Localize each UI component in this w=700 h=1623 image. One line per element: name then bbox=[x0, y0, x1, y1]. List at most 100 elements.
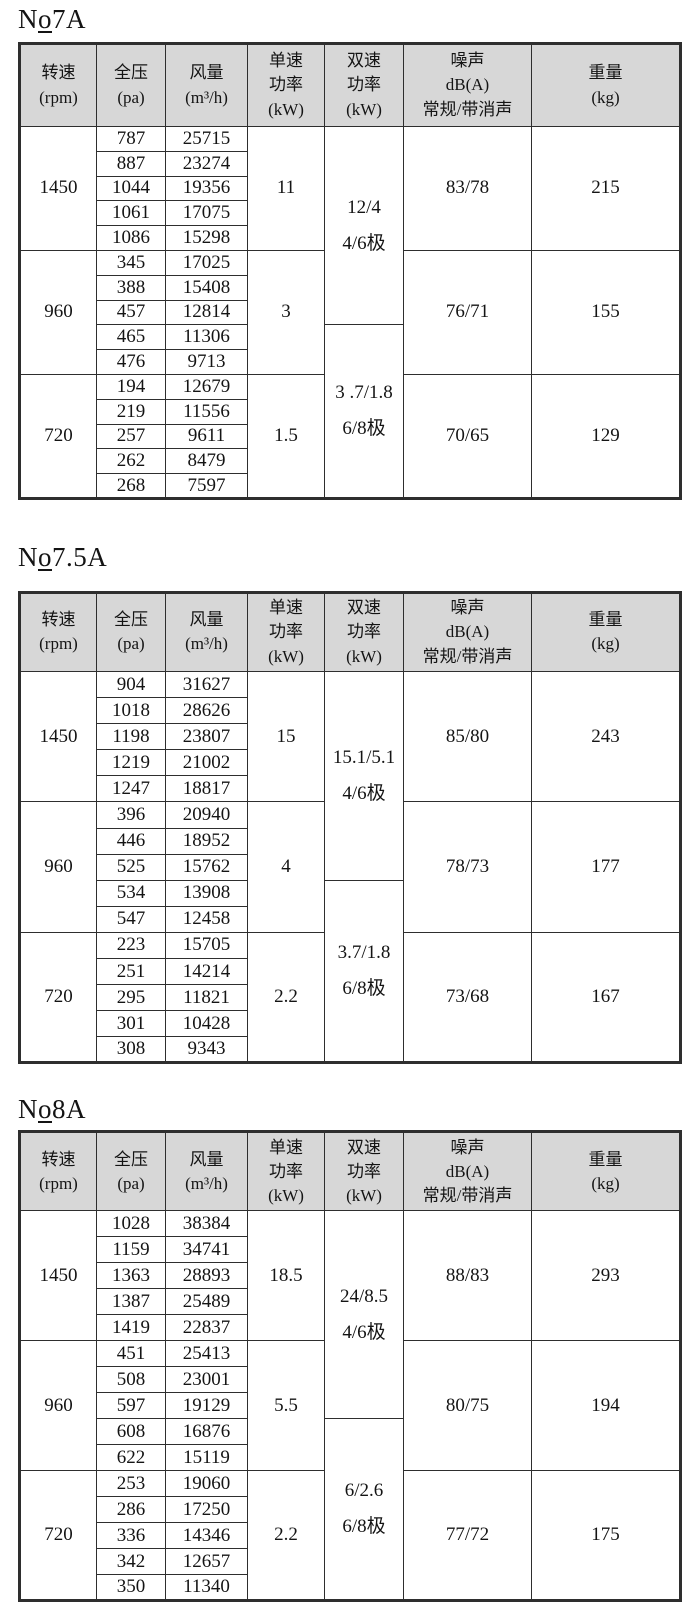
title-size-label: 8A bbox=[52, 1094, 86, 1125]
table-row: 887 23274 bbox=[20, 150, 681, 177]
single-power-cell: 4 bbox=[247, 801, 325, 933]
pressure-cell: 1028 bbox=[96, 1210, 166, 1238]
pressure-cell: 262 bbox=[96, 448, 166, 475]
pressure-cell: 887 bbox=[96, 150, 166, 177]
airflow-cell: 34741 bbox=[165, 1236, 248, 1264]
airflow-cell: 23001 bbox=[165, 1366, 248, 1394]
table-row: 1363 28893 bbox=[20, 1262, 681, 1290]
table-row: 308 9343 bbox=[20, 1036, 681, 1064]
pressure-cell: 219 bbox=[96, 398, 166, 425]
pressure-cell: 1061 bbox=[96, 200, 166, 227]
noise-cell: 88/83 bbox=[403, 1210, 532, 1342]
airflow-cell: 11556 bbox=[165, 398, 248, 425]
noise-cell: 73/68 bbox=[403, 931, 532, 1064]
noise-cell: 83/78 bbox=[403, 126, 532, 251]
pressure-cell: 525 bbox=[96, 853, 166, 881]
noise-cell: 85/80 bbox=[403, 670, 532, 803]
pressure-cell: 508 bbox=[96, 1366, 166, 1394]
table-section-no7a: No7A 转速 (rpm) 全压 (pa) 风量 (m³/h) 单速 功率 (kW) 双速 功率 (k… bbox=[0, 0, 700, 500]
airflow-cell: 9713 bbox=[165, 349, 248, 375]
table-row: 525 15762 bbox=[20, 853, 681, 881]
airflow-cell: 20940 bbox=[165, 801, 248, 829]
pressure-cell: 308 bbox=[96, 1036, 166, 1064]
dual-power-cell: 12/4 4/6极 bbox=[324, 125, 404, 326]
pressure-cell: 451 bbox=[96, 1340, 166, 1368]
single-power-cell: 15 bbox=[247, 670, 325, 803]
weight-cell: 129 bbox=[531, 373, 681, 499]
pressure-cell: 253 bbox=[96, 1470, 166, 1498]
col-header-pressure: 全压 (pa) bbox=[96, 43, 166, 127]
weight-cell: 215 bbox=[531, 126, 681, 251]
col-header-dual-power: 双速 功率 (kW) bbox=[324, 43, 404, 127]
weight-cell: 194 bbox=[531, 1340, 681, 1472]
noise-cell: 80/75 bbox=[403, 1340, 532, 1472]
noise-cell: 70/65 bbox=[403, 373, 532, 499]
col-header-weight: 重量 (kg) bbox=[531, 591, 681, 672]
table-row: 476 9713 bbox=[20, 349, 681, 375]
single-power-cell: 2.2 bbox=[247, 931, 325, 1064]
rpm-cell: 720 bbox=[19, 373, 97, 499]
dual-power-cell: 3.7/1.8 6/8极 bbox=[324, 879, 404, 1064]
airflow-cell: 18952 bbox=[165, 827, 248, 855]
col-header-noise: 噪声 dB(A) 常规/带消声 bbox=[403, 1131, 532, 1212]
table-row: 960 396 20940 4 78/73 177 bbox=[19, 801, 681, 933]
rpm-cell: 1450 bbox=[19, 126, 97, 251]
pressure-cell: 251 bbox=[96, 957, 166, 986]
rpm-cell: 960 bbox=[19, 1340, 97, 1472]
pressure-cell: 301 bbox=[96, 1010, 166, 1038]
airflow-cell: 12657 bbox=[165, 1548, 248, 1576]
airflow-cell: 12679 bbox=[165, 373, 248, 400]
airflow-cell: 25715 bbox=[165, 126, 248, 152]
airflow-cell: 15762 bbox=[165, 853, 248, 881]
rpm-cell: 720 bbox=[19, 1470, 97, 1602]
table-row: 508 23001 bbox=[20, 1366, 681, 1394]
table-row: 960 451 25413 5.5 80/75 194 bbox=[19, 1340, 681, 1472]
table-row: 257 9611 bbox=[20, 423, 681, 450]
airflow-cell: 28626 bbox=[165, 697, 248, 725]
pressure-cell: 1159 bbox=[96, 1236, 166, 1264]
spec-table-no8a: 转速 (rpm) 全压 (pa) 风量 (m³/h) 单速 功率 (kW) 双速 功率 (kW) 噪声 d… bbox=[18, 1130, 682, 1603]
pressure-cell: 286 bbox=[96, 1496, 166, 1524]
airflow-cell: 11821 bbox=[165, 984, 248, 1012]
table-title-no7-5a: No7.5A bbox=[18, 500, 700, 572]
weight-cell: 293 bbox=[531, 1210, 681, 1342]
pressure-cell: 1419 bbox=[96, 1314, 166, 1342]
single-power-cell: 5.5 bbox=[247, 1340, 325, 1472]
col-header-airflow: 风量 (m³/h) bbox=[165, 591, 248, 672]
airflow-cell: 14214 bbox=[165, 957, 248, 986]
weight-cell: 155 bbox=[531, 249, 681, 375]
pressure-cell: 388 bbox=[96, 274, 166, 301]
table-row: 465 11306 3 .7/1.8 6/8极 bbox=[20, 324, 681, 499]
pressure-cell: 1086 bbox=[96, 225, 166, 251]
single-power-cell: 3 bbox=[247, 249, 325, 375]
col-header-dual-power: 双速 功率 (kW) bbox=[324, 591, 404, 672]
title-letter-n: N bbox=[18, 4, 38, 34]
table-row: 1061 17075 bbox=[20, 200, 681, 227]
single-power-cell: 1.5 bbox=[247, 373, 325, 499]
airflow-cell: 25413 bbox=[165, 1340, 248, 1368]
airflow-cell: 22837 bbox=[165, 1314, 248, 1342]
airflow-cell: 9343 bbox=[165, 1036, 248, 1064]
airflow-cell: 7597 bbox=[165, 473, 248, 499]
table-row: 1159 34741 bbox=[20, 1236, 681, 1264]
airflow-cell: 19356 bbox=[165, 175, 248, 202]
airflow-cell: 21002 bbox=[165, 749, 248, 777]
pressure-cell: 1044 bbox=[96, 175, 166, 202]
spec-table-no7a: 转速 (rpm) 全压 (pa) 风量 (m³/h) 单速 功率 (kW) 双速 功率 (kW) 噪声 d… bbox=[18, 42, 682, 500]
table-row: 446 18952 bbox=[20, 827, 681, 855]
airflow-cell: 15408 bbox=[165, 274, 248, 301]
pressure-cell: 446 bbox=[96, 827, 166, 855]
table-row: 1450 787 25715 11 12/4 4/6极 83/78 215 bbox=[19, 125, 681, 326]
airflow-cell: 19129 bbox=[165, 1392, 248, 1420]
col-header-rpm: 转速 (rpm) bbox=[19, 591, 97, 672]
pressure-cell: 465 bbox=[96, 324, 166, 351]
pressure-cell: 342 bbox=[96, 1548, 166, 1576]
pressure-cell: 194 bbox=[96, 373, 166, 400]
airflow-cell: 15119 bbox=[165, 1444, 248, 1472]
airflow-cell: 31627 bbox=[165, 670, 248, 699]
table-row: 268 7597 bbox=[20, 473, 681, 499]
airflow-cell: 23274 bbox=[165, 150, 248, 177]
airflow-cell: 19060 bbox=[165, 1470, 248, 1498]
single-power-cell: 2.2 bbox=[247, 1470, 325, 1602]
pressure-cell: 336 bbox=[96, 1522, 166, 1550]
